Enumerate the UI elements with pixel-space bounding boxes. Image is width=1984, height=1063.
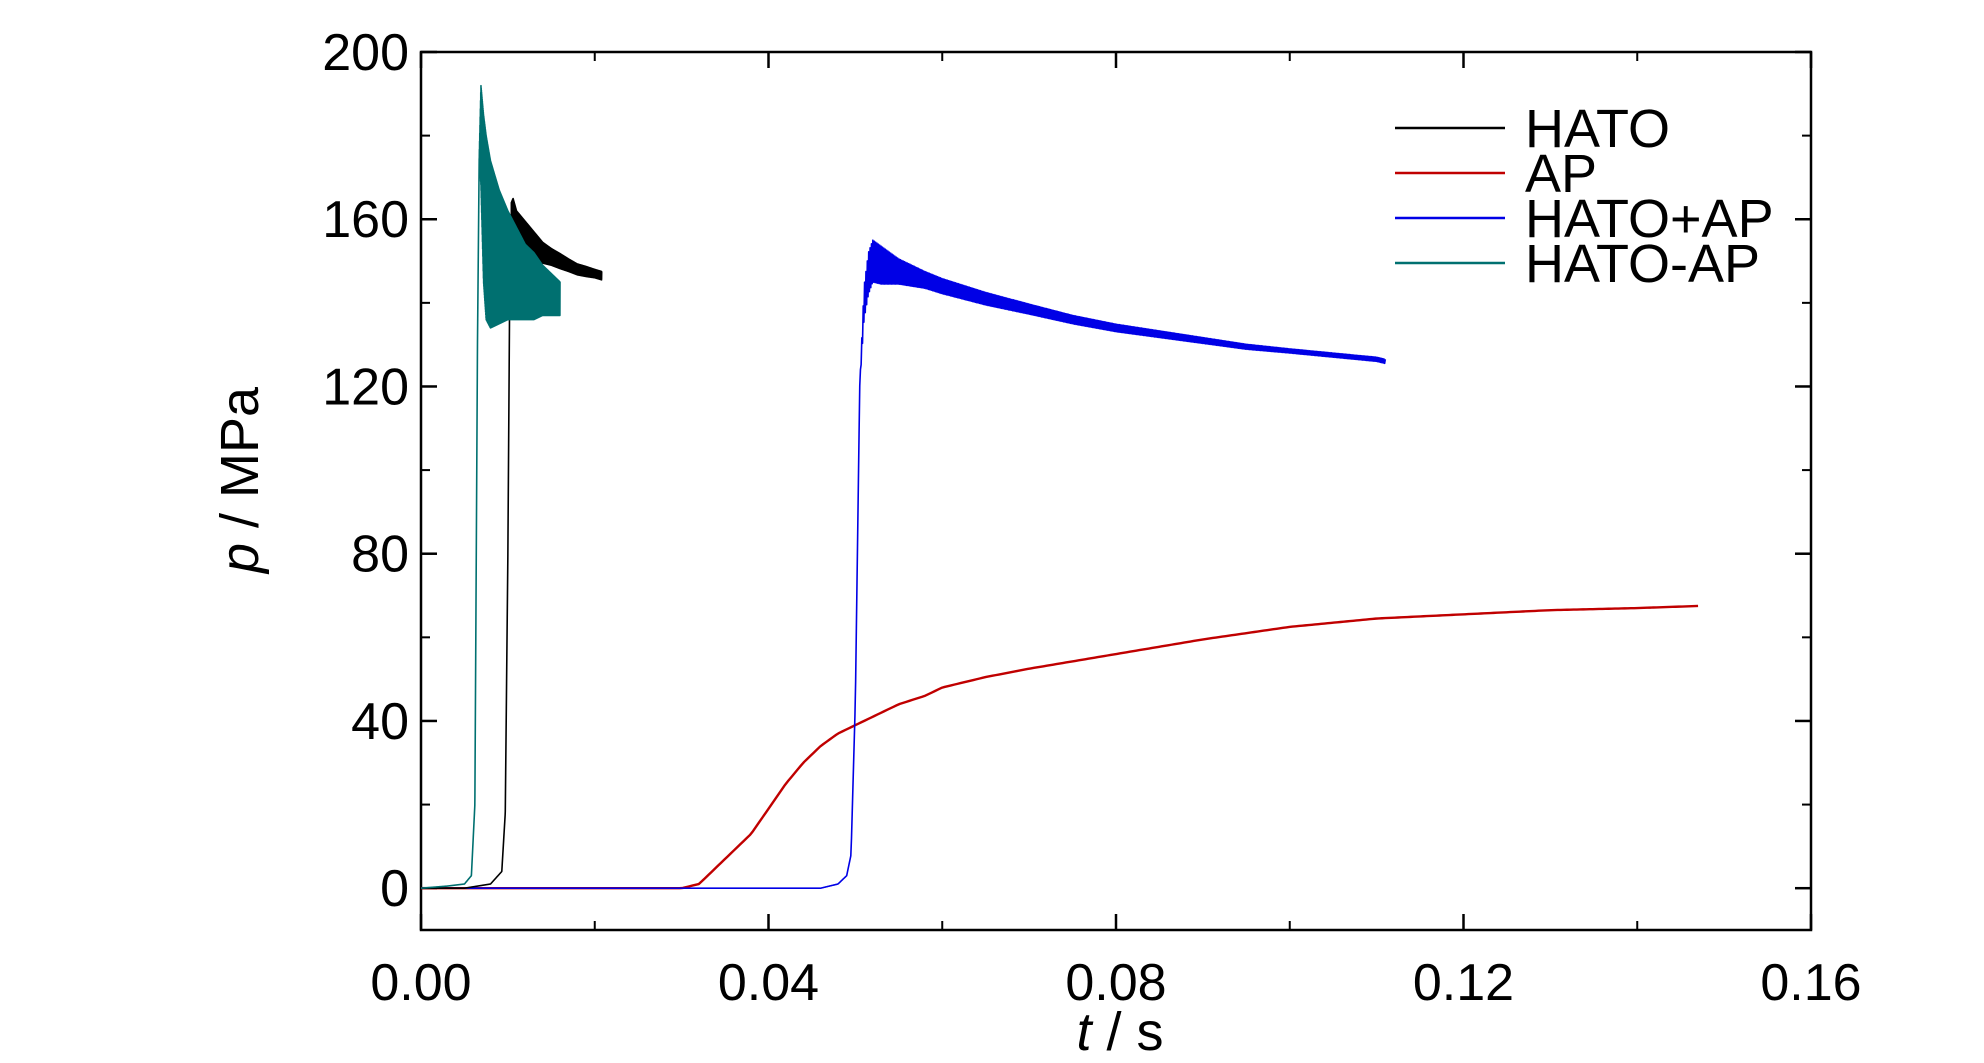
y-tick-label: 80 — [351, 526, 409, 584]
x-tick-label: 0.08 — [1065, 954, 1166, 1012]
legend-label: HATO-AP — [1525, 234, 1760, 294]
axis-ticks — [419, 50, 1813, 930]
y-axis-variable: p — [210, 543, 270, 575]
x-axis-unit: / s — [1092, 1002, 1164, 1062]
y-axis-title: p / MPa — [210, 386, 270, 575]
series-layer — [420, 84, 1699, 890]
y-tick-label: 160 — [322, 191, 409, 249]
legend-label: AP — [1525, 144, 1597, 204]
x-axis-title: t / s — [1076, 1002, 1163, 1062]
y-tick-label: 0 — [380, 860, 409, 918]
x-tick-label: 0.12 — [1413, 954, 1514, 1012]
x-tick-label: 0.04 — [718, 954, 819, 1012]
tick-labels: 0.00 0.04 0.08 0.12 0.16 0 40 80 120 160 200 — [322, 24, 1861, 1012]
series-line-ap — [421, 604, 1699, 890]
legend-label: HATO — [1525, 99, 1670, 159]
y-tick-label: 40 — [351, 693, 409, 751]
y-axis-unit: / MPa — [210, 386, 270, 543]
legend-label: HATO+AP — [1525, 189, 1774, 249]
series-line-hato-ap — [420, 239, 1387, 889]
y-tick-label: 120 — [322, 358, 409, 416]
x-tick-label: 0.16 — [1760, 954, 1861, 1012]
series-line-hato — [420, 197, 603, 889]
y-tick-label: 200 — [322, 24, 409, 82]
series-line-hato-ap — [420, 84, 561, 889]
plot-frame — [419, 50, 1813, 932]
x-axis-variable: t — [1076, 1002, 1093, 1062]
x-tick-label: 0.00 — [370, 954, 471, 1012]
